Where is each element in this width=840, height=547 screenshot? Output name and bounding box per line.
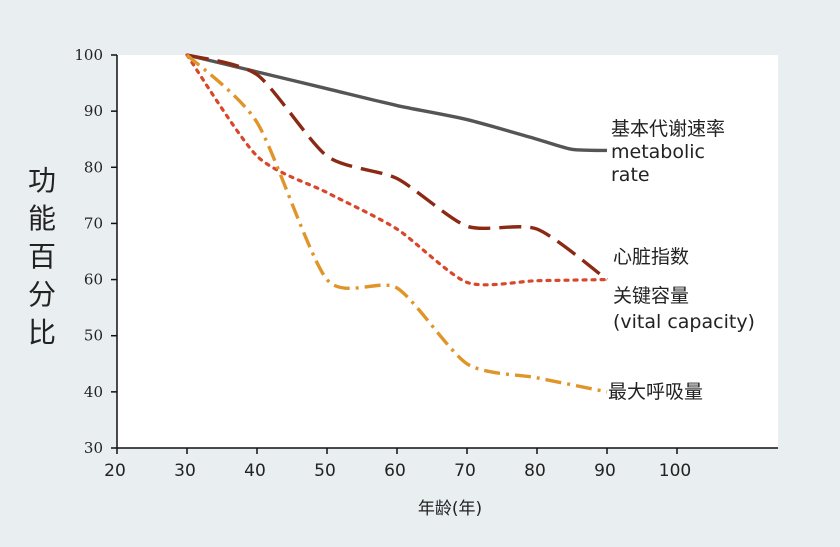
series-label: 基本代谢速率	[611, 118, 725, 140]
x-tick-label: 30	[174, 461, 196, 481]
cardiac-index-line	[186, 53, 609, 281]
series-label: metabolic	[611, 141, 705, 163]
vital-capacity-line	[185, 53, 609, 287]
x-tick-label: 80	[524, 461, 546, 481]
y-tick-label: 60	[84, 271, 103, 289]
series-label: 心脏指数	[613, 246, 689, 268]
y-axis-title-char: 分	[28, 278, 56, 311]
y-tick-label: 70	[84, 214, 103, 232]
x-tick-label: 20	[104, 461, 126, 481]
series-label: 最大呼吸量	[608, 381, 703, 403]
y-tick-label: 90	[84, 102, 103, 120]
y-tick-label: 40	[84, 383, 103, 401]
x-tick-label: 100	[659, 461, 691, 481]
y-axis-title-char: 比	[28, 316, 56, 349]
series-label: (vital capacity)	[613, 311, 755, 333]
y-tick-label: 50	[84, 327, 103, 345]
y-axis-title-char: 百	[28, 240, 56, 273]
x-tick-label: 90	[594, 461, 616, 481]
series-label: rate	[611, 164, 650, 186]
max-breathing-capacity-line	[185, 53, 608, 394]
x-axis-title: 年龄(年)	[418, 499, 482, 519]
series-layer	[185, 53, 609, 394]
metabolic-rate-line	[186, 53, 608, 153]
y-tick-label: 80	[84, 158, 103, 176]
x-tick-label: 40	[244, 461, 266, 481]
x-ticks: 20 30 40 50 60 70 80 90 100	[104, 448, 691, 481]
x-tick-label: 70	[454, 461, 476, 481]
y-axis-title-char: 能	[28, 202, 56, 235]
y-axis-title-char: 功	[28, 164, 56, 197]
y-axis-title: 功能百分比	[28, 164, 56, 349]
x-tick-label: 50	[314, 461, 336, 481]
y-tick-label: 30	[84, 439, 103, 457]
y-tick-label: 100	[74, 46, 103, 64]
x-tick-label: 60	[384, 461, 406, 481]
plot-area	[117, 55, 778, 448]
series-label: 关键容量	[613, 285, 689, 307]
y-ticks: 100 90 80 70 60 50 40 30	[74, 46, 117, 457]
